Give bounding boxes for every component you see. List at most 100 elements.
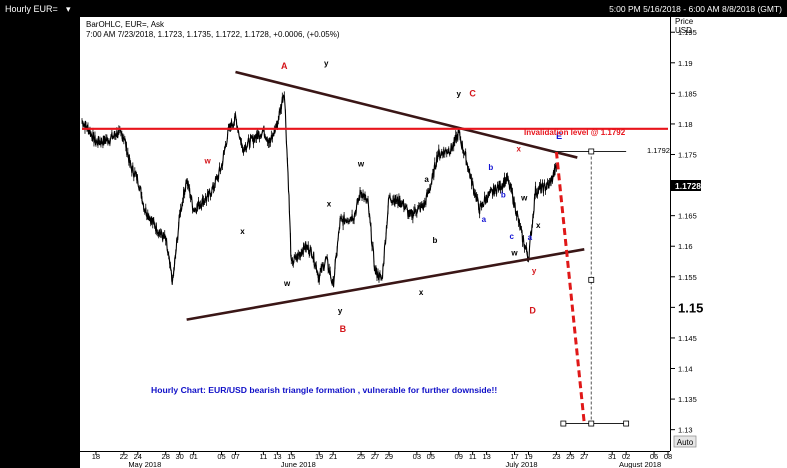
x-month-label: May 2018 bbox=[128, 460, 161, 468]
measure-handle bbox=[560, 420, 567, 427]
x-tick-label: 06 bbox=[650, 452, 658, 461]
x-tick-label: 13 bbox=[482, 452, 490, 461]
trendline-layer bbox=[82, 70, 668, 427]
wave-label: y bbox=[324, 59, 329, 68]
triangle-upper-line bbox=[235, 70, 578, 159]
x-tick-label: 05 bbox=[217, 452, 225, 461]
y-tick-label: 1.13 bbox=[678, 426, 693, 435]
y-tick-label: 1.19 bbox=[678, 59, 693, 68]
measure-handle bbox=[588, 420, 595, 427]
projection-line bbox=[554, 151, 586, 424]
wave-label: x bbox=[419, 288, 424, 297]
measure-handle bbox=[623, 420, 630, 427]
chart-caption: Hourly Chart: EUR/USD bearish triangle f… bbox=[151, 385, 497, 395]
header-bar bbox=[0, 0, 787, 17]
y-tick-label: 1.175 bbox=[678, 151, 697, 160]
legend-line-1: BarOHLC, EUR=, Ask bbox=[86, 20, 165, 29]
y-tick-label: 1.18 bbox=[678, 120, 693, 129]
wave-label: a bbox=[528, 233, 533, 242]
wave-label: x bbox=[327, 199, 332, 208]
wave-label: E bbox=[556, 131, 562, 141]
x-axis-background bbox=[80, 451, 787, 468]
y-tick-label: 1.15 bbox=[678, 300, 703, 315]
y-axis-title-price: Price bbox=[675, 17, 694, 26]
last-price-value: 1.1728 bbox=[675, 181, 701, 191]
wave-label: b bbox=[501, 190, 506, 199]
y-tick-label: 1.155 bbox=[678, 273, 697, 282]
x-tick-label: 22 bbox=[120, 452, 128, 461]
x-tick-label: 11 bbox=[259, 452, 267, 461]
wave-label: w bbox=[510, 248, 518, 257]
x-tick-label: 19 bbox=[315, 452, 323, 461]
x-tick-label: 05 bbox=[427, 452, 435, 461]
y-tick-label: 1.14 bbox=[678, 365, 693, 374]
x-tick-label: 01 bbox=[189, 452, 197, 461]
wave-label: x bbox=[240, 227, 245, 236]
x-tick-label: 15 bbox=[287, 452, 295, 461]
x-tick-label: 13 bbox=[273, 452, 281, 461]
wave-label: A bbox=[281, 61, 288, 71]
wave-label: a bbox=[482, 215, 487, 224]
window-title[interactable]: Hourly EUR= bbox=[5, 4, 58, 14]
wave-label: w bbox=[357, 160, 365, 169]
wave-label: w bbox=[520, 193, 528, 202]
y-tick-label: 1.165 bbox=[678, 212, 697, 221]
x-tick-label: 09 bbox=[455, 452, 463, 461]
y-axis-title-usd: USD bbox=[675, 26, 692, 35]
x-tick-label: 18 bbox=[92, 452, 100, 461]
invalidation-value-label: 1.1792 bbox=[647, 146, 670, 155]
measure-handle bbox=[588, 148, 595, 155]
wave-label: c bbox=[510, 232, 515, 241]
y-tick-label: 1.16 bbox=[678, 242, 693, 251]
date-range: 5:00 PM 5/16/2018 - 6:00 AM 8/8/2018 (GM… bbox=[609, 4, 782, 14]
auto-button[interactable] bbox=[673, 435, 697, 448]
y-tick-label: 1.135 bbox=[678, 395, 697, 404]
x-tick-label: 30 bbox=[175, 452, 183, 461]
wave-label: y bbox=[532, 267, 537, 276]
x-tick-label: 08 bbox=[664, 452, 672, 461]
wave-label: w bbox=[283, 279, 291, 288]
x-tick-label: 27 bbox=[371, 452, 379, 461]
x-tick-label: 31 bbox=[608, 452, 616, 461]
y-tick-label: 1.145 bbox=[678, 334, 697, 343]
price-layer bbox=[81, 91, 557, 288]
legend-line-2: 7:00 AM 7/23/2018, 1.1723, 1.1735, 1.172… bbox=[86, 30, 340, 39]
wave-label: y bbox=[338, 306, 343, 315]
wave-label: x bbox=[536, 221, 541, 230]
x-tick-label: 24 bbox=[134, 452, 142, 461]
wave-label: y bbox=[456, 89, 461, 98]
x-month-label: August 2018 bbox=[619, 460, 661, 468]
x-tick-label: 27 bbox=[580, 452, 588, 461]
wave-label: a bbox=[424, 175, 429, 184]
wave-label: D bbox=[529, 305, 536, 315]
x-tick-label: 19 bbox=[524, 452, 532, 461]
triangle-lower-line bbox=[186, 248, 585, 321]
x-month-label: June 2018 bbox=[281, 460, 316, 468]
wave-label: b bbox=[488, 163, 493, 172]
chart-background bbox=[80, 17, 787, 451]
wave-label: C bbox=[469, 88, 476, 98]
x-tick-label: 25 bbox=[357, 452, 365, 461]
x-tick-label: 21 bbox=[329, 452, 337, 461]
auto-button-label[interactable]: Auto bbox=[677, 438, 694, 447]
wave-label: w bbox=[203, 157, 211, 166]
x-tick-label: 29 bbox=[385, 452, 393, 461]
x-month-label: July 2018 bbox=[505, 460, 537, 468]
x-tick-label: 17 bbox=[510, 452, 518, 461]
x-tick-label: 23 bbox=[552, 452, 560, 461]
y-tick-label: 1.185 bbox=[678, 89, 697, 98]
x-tick-label: 07 bbox=[231, 452, 239, 461]
y-tick-label: 1.195 bbox=[678, 28, 697, 37]
last-price-tag bbox=[671, 180, 701, 191]
chevron-down-icon[interactable]: ▾ bbox=[66, 4, 71, 14]
x-tick-label: 11 bbox=[469, 452, 477, 461]
x-tick-label: 03 bbox=[413, 452, 421, 461]
wave-label: B bbox=[340, 324, 347, 334]
invalidation-annotation: Invalidation level @ 1.1792 bbox=[524, 128, 626, 137]
measure-handle bbox=[588, 276, 595, 283]
wave-label: x bbox=[516, 144, 521, 153]
x-tick-label: 02 bbox=[622, 452, 630, 461]
axis-label-layer: 1.1951.191.1851.181.1751.171.1651.161.15… bbox=[92, 28, 704, 468]
